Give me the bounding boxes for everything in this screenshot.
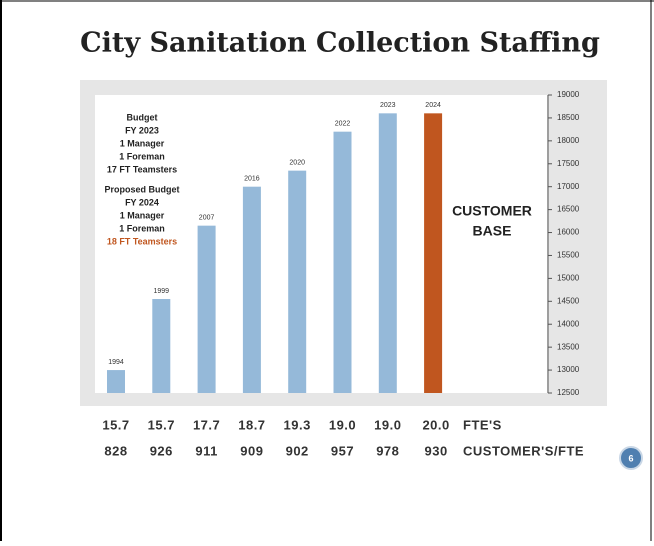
table-cell: 19.3 xyxy=(284,417,311,432)
annotation: 1 Manager xyxy=(120,138,165,148)
bar-label: 2024 xyxy=(425,102,441,109)
y-tick-label: 18500 xyxy=(557,113,580,122)
table-cell: 18.7 xyxy=(238,417,265,432)
bar-label: 2020 xyxy=(289,159,305,166)
y-tick-label: 15000 xyxy=(557,273,580,282)
annotation: 18 FT Teamsters xyxy=(107,236,177,246)
bar-label: 2007 xyxy=(199,215,215,222)
annotation: 1 Foreman xyxy=(119,223,165,233)
y-tick-label: 13000 xyxy=(557,365,580,374)
y-tick-label: 17000 xyxy=(557,182,580,191)
table-cell: 911 xyxy=(195,443,217,458)
y-tick-label: 19000 xyxy=(557,90,580,99)
y-tick-label: 14000 xyxy=(557,319,580,328)
axis-label: CUSTOMER xyxy=(452,203,532,219)
table-cell: 19.0 xyxy=(374,417,401,432)
bar-label: 2016 xyxy=(244,176,260,183)
y-tick-label: 16500 xyxy=(557,205,580,214)
bar xyxy=(107,370,125,393)
table-cell: 17.7 xyxy=(193,417,220,432)
bar xyxy=(288,170,307,393)
annotation: FY 2024 xyxy=(125,197,159,207)
annotation: Proposed Budget xyxy=(104,184,179,194)
table-row-label: CUSTOMER'S/FTE xyxy=(463,443,584,458)
page-number: 6 xyxy=(628,453,633,463)
y-tick-label: 17500 xyxy=(557,159,580,168)
page-badge xyxy=(619,446,643,470)
table-cell: 957 xyxy=(331,443,354,458)
table-cell: 909 xyxy=(240,443,263,458)
bar xyxy=(333,131,352,393)
table-cell: 902 xyxy=(286,443,309,458)
annotation: 17 FT Teamsters xyxy=(107,164,177,174)
bar-label: 2023 xyxy=(380,102,396,109)
table-cell: 19.0 xyxy=(329,417,356,432)
bar-label: 1999 xyxy=(154,288,170,295)
table-cell: 15.7 xyxy=(102,417,129,432)
y-tick-label: 16000 xyxy=(557,228,580,237)
annotation: 1 Foreman xyxy=(119,151,165,161)
plot-area xyxy=(95,95,547,393)
bar xyxy=(152,299,171,393)
table-cell: 20.0 xyxy=(422,417,449,432)
y-tick-label: 15500 xyxy=(557,251,580,260)
slide-title: City Sanitation Collection Staffing xyxy=(80,28,600,59)
y-tick-label: 18000 xyxy=(557,136,580,145)
y-tick-label: 13500 xyxy=(557,342,580,351)
bar xyxy=(242,186,261,393)
annotation: Budget xyxy=(127,112,158,122)
bar-label: 1994 xyxy=(108,359,124,366)
table-cell: 926 xyxy=(150,443,173,458)
table-row-label: FTE'S xyxy=(463,417,502,432)
axis-label: BASE xyxy=(473,223,512,239)
table-cell: 978 xyxy=(376,443,399,458)
table-cell: 828 xyxy=(104,443,127,458)
annotation: 1 Manager xyxy=(120,210,165,220)
bar xyxy=(197,225,216,393)
bar xyxy=(378,113,397,393)
table-cell: 15.7 xyxy=(148,417,175,432)
y-tick-label: 14500 xyxy=(557,296,580,305)
bar xyxy=(424,113,443,393)
y-tick-label: 12500 xyxy=(557,388,580,397)
table-cell: 930 xyxy=(424,443,447,458)
bar-label: 2022 xyxy=(335,121,351,128)
annotation: FY 2023 xyxy=(125,125,159,135)
